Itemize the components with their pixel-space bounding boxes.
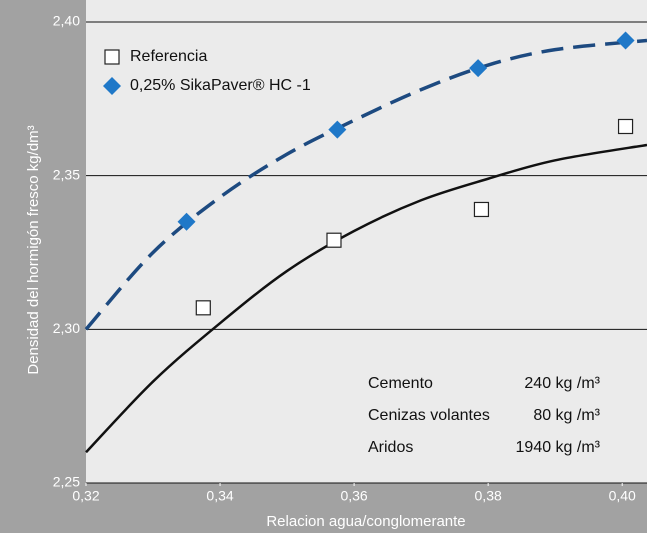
marker-diamond xyxy=(177,212,196,231)
trend-line xyxy=(85,143,647,454)
legend-label: Referencia xyxy=(130,48,207,65)
marker-diamond xyxy=(328,120,347,139)
plot-area xyxy=(86,0,647,483)
y-tick-label: 2,30 xyxy=(53,320,80,336)
marker-square xyxy=(617,118,634,135)
x-tick-label: 0,34 xyxy=(206,488,233,504)
marker-square xyxy=(473,201,490,218)
x-axis-title: Relacion agua/conglomerante xyxy=(266,513,465,530)
annotation-label: Aridos xyxy=(368,439,413,456)
annotation-value: 80 kg /m³ xyxy=(533,407,600,424)
x-tick-label: 0,36 xyxy=(340,488,367,504)
marker-diamond xyxy=(103,77,121,95)
y-axis-title: Densidad del hormigón fresco kg/dm³ xyxy=(25,125,42,374)
marker-diamond xyxy=(616,31,635,50)
annotation-label: Cenizas volantes xyxy=(368,407,490,424)
y-tick-label: 2,25 xyxy=(53,474,80,490)
marker-square xyxy=(326,232,342,248)
annotation-value: 1940 kg /m³ xyxy=(516,439,601,456)
y-tick-label: 2,35 xyxy=(53,166,80,182)
y-tick-label: 2,40 xyxy=(53,13,80,29)
x-tick-label: 0,32 xyxy=(72,488,99,504)
marker-square xyxy=(195,300,211,316)
annotation-value: 240 kg /m³ xyxy=(524,375,600,392)
trend-line xyxy=(84,38,647,331)
x-tick-label: 0,38 xyxy=(475,488,502,504)
x-tick-label: 0,40 xyxy=(609,488,636,504)
annotation-label: Cemento xyxy=(368,375,433,392)
marker-square xyxy=(104,49,120,65)
legend-label: 0,25% SikaPaver® HC -1 xyxy=(130,77,311,94)
marker-diamond xyxy=(469,59,488,78)
